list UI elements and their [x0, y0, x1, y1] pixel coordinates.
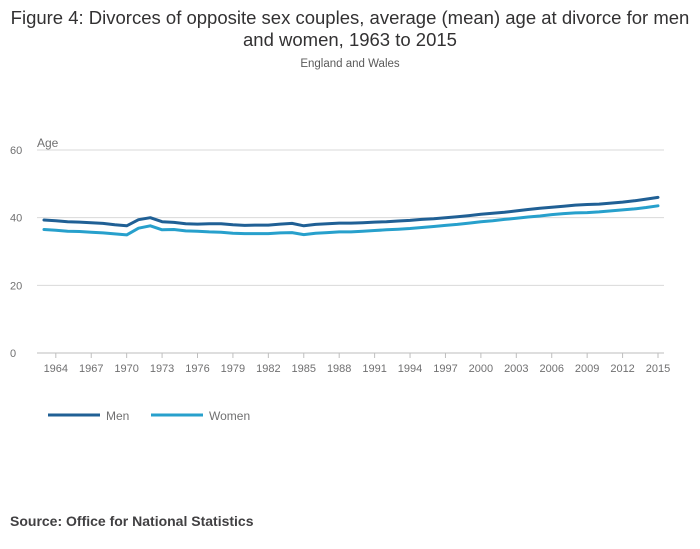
- chart-title: Figure 4: Divorces of opposite sex coupl…: [10, 7, 690, 50]
- y-tick-label: 20: [10, 280, 22, 292]
- y-tick-label: 0: [10, 348, 16, 360]
- series-line-men: [42, 195, 660, 228]
- x-tick-label: 1964: [44, 363, 68, 375]
- x-tick-label: 1985: [292, 363, 316, 375]
- legend-label-women: Women: [209, 409, 250, 423]
- legend-label-men: Men: [106, 409, 129, 423]
- x-axis: 1964 1967 1970 1973 1976 1979 1982 1985 1988 1991…: [44, 353, 670, 375]
- x-tick-label: 2015: [646, 363, 670, 375]
- series-lines: [42, 195, 660, 237]
- x-tick-label: 1994: [398, 363, 422, 375]
- x-tick-label: 1976: [185, 363, 209, 375]
- y-tick-label: 60: [10, 145, 22, 157]
- y-tick-label: 40: [10, 213, 22, 225]
- x-tick-label: 2006: [539, 363, 563, 375]
- x-tick-label: 1979: [221, 363, 245, 375]
- chart-subtitle: England and Wales: [300, 58, 400, 70]
- x-tick-label: 1982: [256, 363, 280, 375]
- x-tick-label: 1988: [327, 363, 351, 375]
- x-tick-label: 1970: [114, 363, 138, 375]
- x-tick-label: 2012: [610, 363, 634, 375]
- source-note: Source: Office for National Statistics: [10, 513, 254, 529]
- x-tick-label: 2009: [575, 363, 599, 375]
- x-tick-label: 1991: [362, 363, 386, 375]
- gridlines: [37, 149, 664, 354]
- x-tick-label: 1973: [150, 363, 174, 375]
- x-tick-label: 2000: [469, 363, 493, 375]
- x-tick-label: 1967: [79, 363, 103, 375]
- x-tick-label: 2003: [504, 363, 528, 375]
- x-tick-label: 1997: [433, 363, 457, 375]
- y-axis-ticks: 0 20 40 60: [10, 145, 22, 360]
- legend: Men Women: [48, 409, 250, 423]
- series-line-women: [42, 204, 660, 237]
- y-axis-label: Age: [37, 136, 59, 150]
